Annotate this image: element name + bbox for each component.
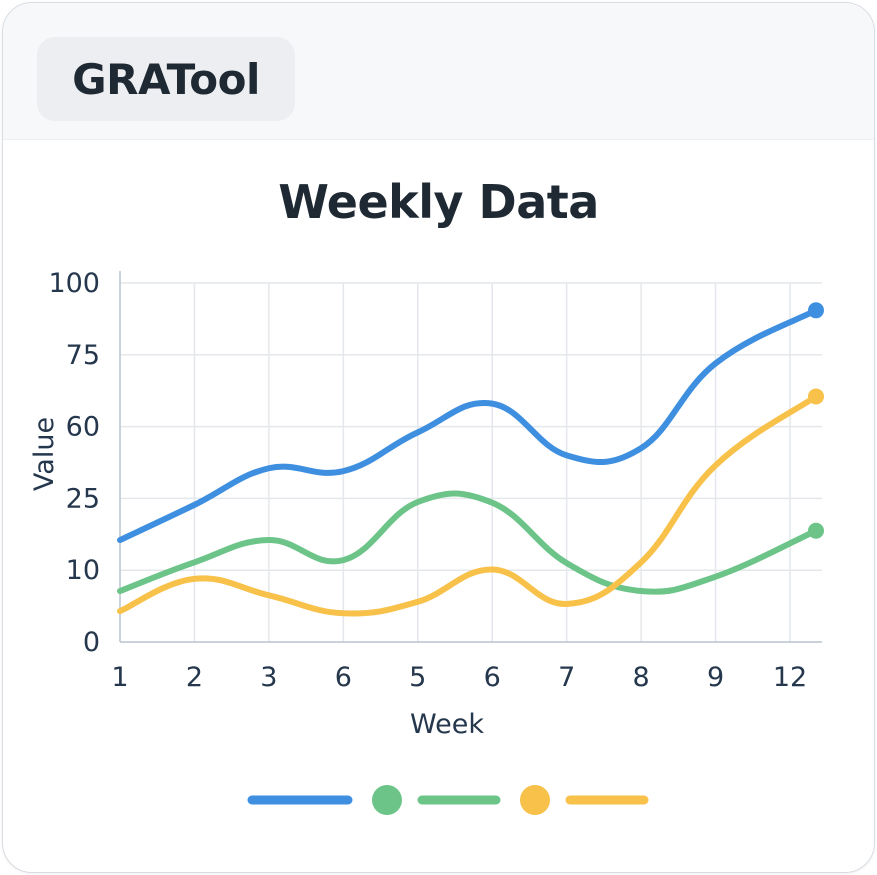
- series-line-3: [117, 393, 819, 617]
- x-tick-label: 7: [558, 662, 575, 693]
- series-line-1: [117, 307, 819, 544]
- series-end-marker-3: [808, 388, 824, 405]
- y-tick-label: 100: [48, 268, 100, 299]
- y-tick-label: 0: [83, 627, 100, 658]
- x-tick-label: 9: [707, 662, 724, 693]
- app-brand: GRATool: [37, 37, 295, 121]
- legend-dot-swatch: [372, 785, 402, 815]
- y-tick-label: 60: [66, 412, 100, 443]
- legend-dot-swatch: [520, 785, 550, 815]
- x-tick-label: 6: [335, 662, 352, 693]
- x-tick-label: 12: [773, 662, 807, 693]
- y-axis-label: Value: [29, 417, 60, 491]
- x-tick-label: 8: [633, 662, 650, 693]
- x-tick-label: 3: [260, 662, 277, 693]
- series-line-2: [117, 490, 819, 595]
- x-tick-label: 5: [409, 662, 426, 693]
- series-end-marker-1: [808, 302, 824, 319]
- series-end-marker-2: [808, 522, 824, 539]
- x-tick-label: 1: [111, 662, 128, 693]
- y-tick-label: 75: [66, 340, 100, 371]
- y-tick-label: 25: [66, 483, 100, 514]
- app-header: GRATool: [3, 3, 874, 140]
- x-tick-label: 6: [484, 662, 501, 693]
- chart-title: Weekly Data: [278, 175, 599, 229]
- y-tick-label: 10: [66, 555, 100, 586]
- x-axis-label: Week: [410, 709, 484, 740]
- x-tick-label: 2: [186, 662, 203, 693]
